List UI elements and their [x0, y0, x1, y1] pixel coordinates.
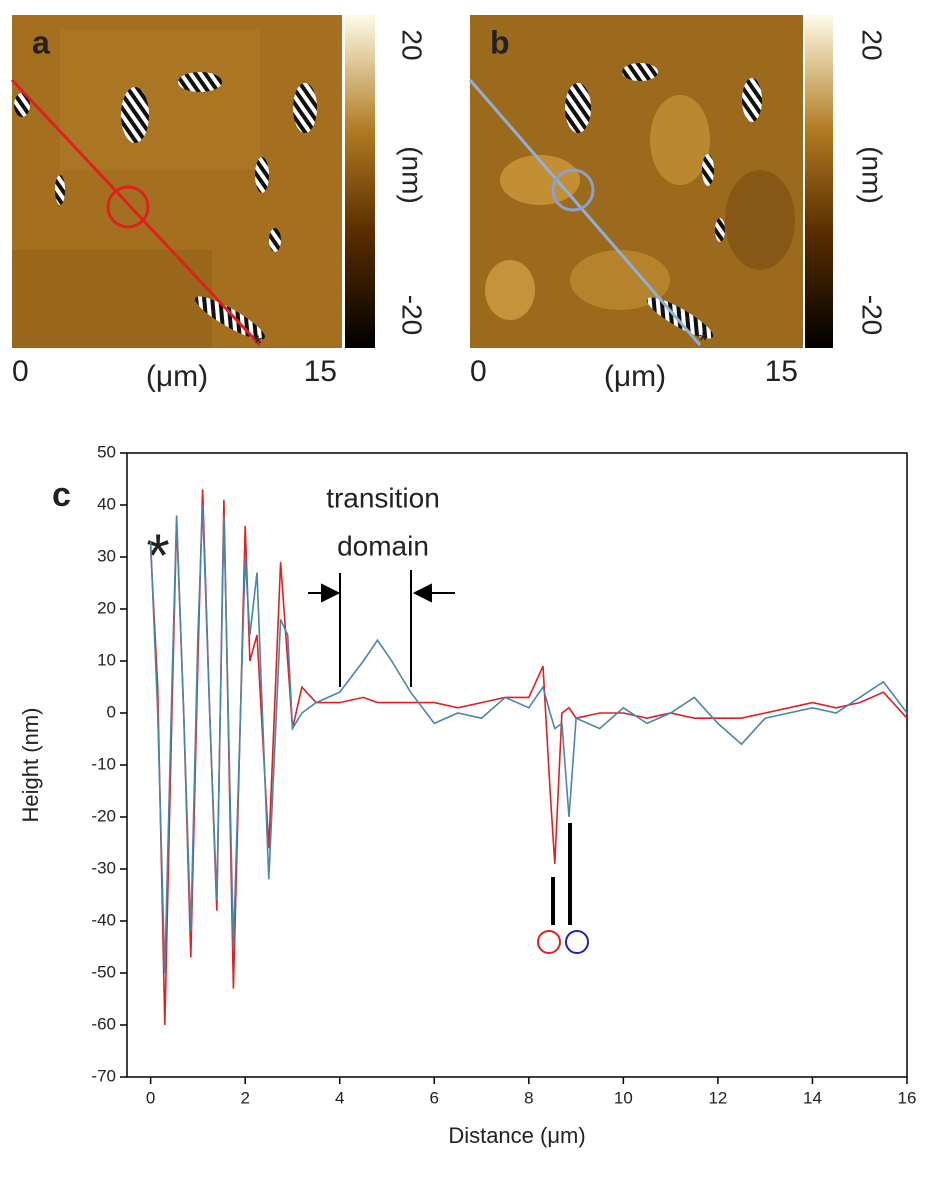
- y-tick-label: -50: [91, 962, 116, 981]
- panel-label: a: [32, 24, 50, 60]
- y-axis-title: Height (nm): [18, 708, 43, 823]
- colorbar-unit: (nm): [397, 146, 428, 204]
- annotation: transition: [326, 482, 440, 513]
- colorbar-label: -20: [397, 295, 428, 335]
- x-tick-label: 6: [430, 1088, 439, 1107]
- y-tick-label: -70: [91, 1066, 116, 1085]
- svg-text:*: *: [254, 331, 263, 356]
- data-line: [149, 504, 908, 974]
- x-tick-label: 16: [898, 1088, 917, 1107]
- x-tick-label: 0: [146, 1088, 155, 1107]
- y-tick-label: -20: [91, 806, 116, 825]
- x-tick-label: 14: [803, 1088, 822, 1107]
- colorbar-unit: (nm): [857, 146, 888, 204]
- x-tick-label: 10: [614, 1088, 633, 1107]
- x-label: 15: [304, 355, 337, 388]
- svg-text:*: *: [146, 522, 169, 589]
- x-tick-label: 8: [524, 1088, 533, 1107]
- x-tick-label: 4: [335, 1088, 344, 1107]
- x-label: 0: [470, 355, 487, 388]
- afm-image-b: *: [468, 15, 833, 353]
- panel-label: b: [490, 24, 510, 60]
- y-tick-label: 30: [97, 546, 116, 565]
- y-tick-label: -10: [91, 754, 116, 773]
- y-tick-label: -60: [91, 1014, 116, 1033]
- x-tick-label: 2: [240, 1088, 249, 1107]
- y-tick-label: 20: [97, 598, 116, 617]
- x-unit: (μm): [604, 360, 666, 393]
- x-unit: (μm): [146, 360, 208, 393]
- annotation: domain: [337, 530, 429, 561]
- y-tick-label: 0: [107, 702, 116, 721]
- x-label: 15: [765, 355, 798, 388]
- y-tick-label: 40: [97, 494, 116, 513]
- colorbar-label: 20: [397, 29, 428, 60]
- y-tick-label: -40: [91, 910, 116, 929]
- x-tick-label: 12: [708, 1088, 727, 1107]
- svg-text:*: *: [699, 328, 708, 353]
- annotation-marks: *: [146, 522, 589, 954]
- afm-image-a: *: [10, 15, 375, 356]
- y-tick-label: 50: [97, 442, 116, 461]
- x-axis-title: Distance (μm): [448, 1123, 585, 1148]
- colorbar-label: -20: [857, 295, 888, 335]
- panel-label: c: [52, 476, 71, 514]
- colorbar-label: 20: [857, 29, 888, 60]
- y-tick-label: 10: [97, 650, 116, 669]
- x-label: 0: [12, 355, 29, 388]
- y-tick-label: -30: [91, 858, 116, 877]
